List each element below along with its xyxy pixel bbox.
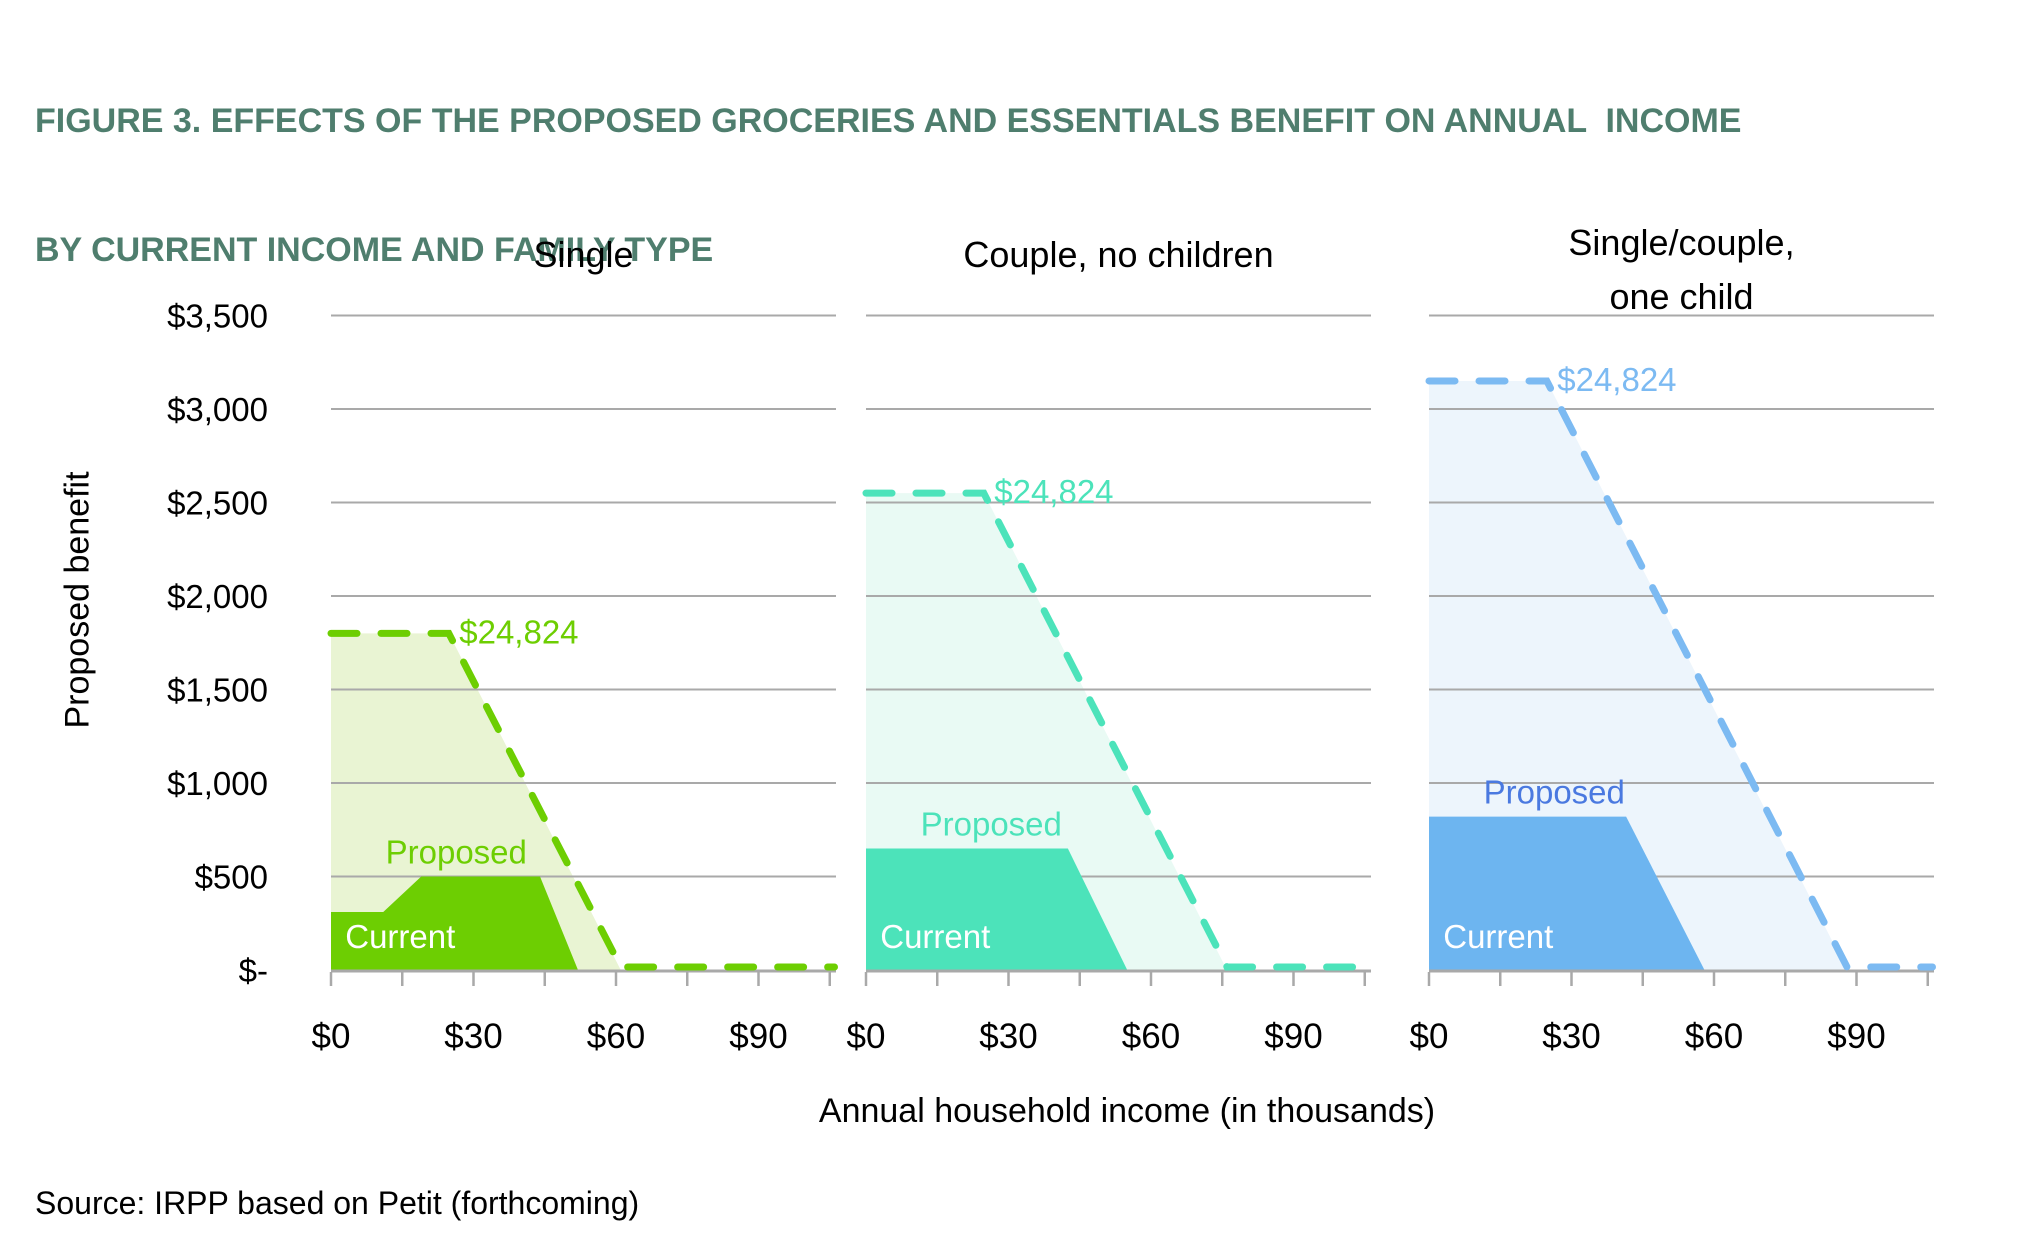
x-axis-title: Annual household income (in thousands)	[818, 1092, 1436, 1130]
current-area-label: Current	[345, 918, 455, 955]
panel-single-couple: $0 $30 $60 $90 Single/couple, one child Propos…	[1410, 222, 1936, 1056]
source-note: Source: IRPP based on Petit (forthcoming…	[35, 1185, 640, 1221]
proposed-area-label: Proposed	[386, 834, 527, 871]
x-tick-label: $60	[1685, 1017, 1743, 1056]
figure-title: FIGURE 3. EFFECTS OF THE PROPOSED GROCER…	[35, 14, 1741, 358]
x-tick-label: $30	[1542, 1017, 1600, 1056]
x-tick-label: $60	[1122, 1017, 1180, 1056]
x-tick-label: $30	[979, 1017, 1037, 1056]
proposed-benefit-dashed-line	[1425, 377, 1936, 971]
y-tick-label: $3,000	[167, 391, 268, 428]
y-tick-label: $2,000	[167, 578, 268, 615]
current-area-label: Current	[1443, 918, 1553, 955]
phase-out-income-callout: $24,824	[994, 473, 1113, 510]
proposed-area-label: Proposed	[1484, 774, 1625, 811]
panel-title: Couple, no children	[963, 234, 1273, 275]
y-tick-label: $-	[239, 952, 268, 989]
phase-out-income-callout: $24,824	[459, 613, 578, 650]
y-tick-label: $500	[195, 859, 268, 896]
figure-title-line1: FIGURE 3. EFFECTS OF THE PROPOSED GROCER…	[35, 102, 1742, 140]
x-tick-label: $30	[444, 1017, 502, 1056]
figure-title-line2: BY CURRENT INCOME AND FAMILY TYPE	[35, 231, 714, 269]
y-tick-label: $1,000	[167, 765, 268, 802]
proposed-area-label: Proposed	[921, 805, 1062, 842]
x-tick-label: $0	[847, 1017, 886, 1056]
x-tick-label: $0	[1410, 1017, 1449, 1056]
panel-title: one child	[1609, 276, 1753, 317]
current-area	[866, 848, 1128, 970]
y-tick-label: $1,500	[167, 672, 268, 709]
x-tick-label: $90	[1264, 1017, 1322, 1056]
x-tick-label: $90	[729, 1017, 787, 1056]
proposed-benefit-dashed-line	[862, 489, 1373, 971]
current-area-label: Current	[880, 918, 990, 955]
current-area	[1429, 816, 1705, 970]
panel-single: $0 $30 $60 $90 Single Proposed Current $24,824	[312, 234, 838, 1056]
x-tick-label: $60	[587, 1017, 645, 1056]
panel-title: Single	[533, 234, 633, 275]
x-tick-label: $0	[312, 1017, 351, 1056]
x-tick-label: $90	[1827, 1017, 1885, 1056]
current-area	[331, 876, 578, 970]
y-tick-label: $2,500	[167, 485, 268, 522]
panel-couple-no-children: $0 $30 $60 $90 Couple, no children Proposed Cu…	[847, 234, 1373, 1056]
panel-title: Single/couple,	[1568, 222, 1794, 263]
phase-out-income-callout: $24,824	[1557, 361, 1676, 398]
y-tick-label: $3,500	[167, 298, 268, 335]
proposed-benefit-dashed-line	[327, 629, 838, 971]
